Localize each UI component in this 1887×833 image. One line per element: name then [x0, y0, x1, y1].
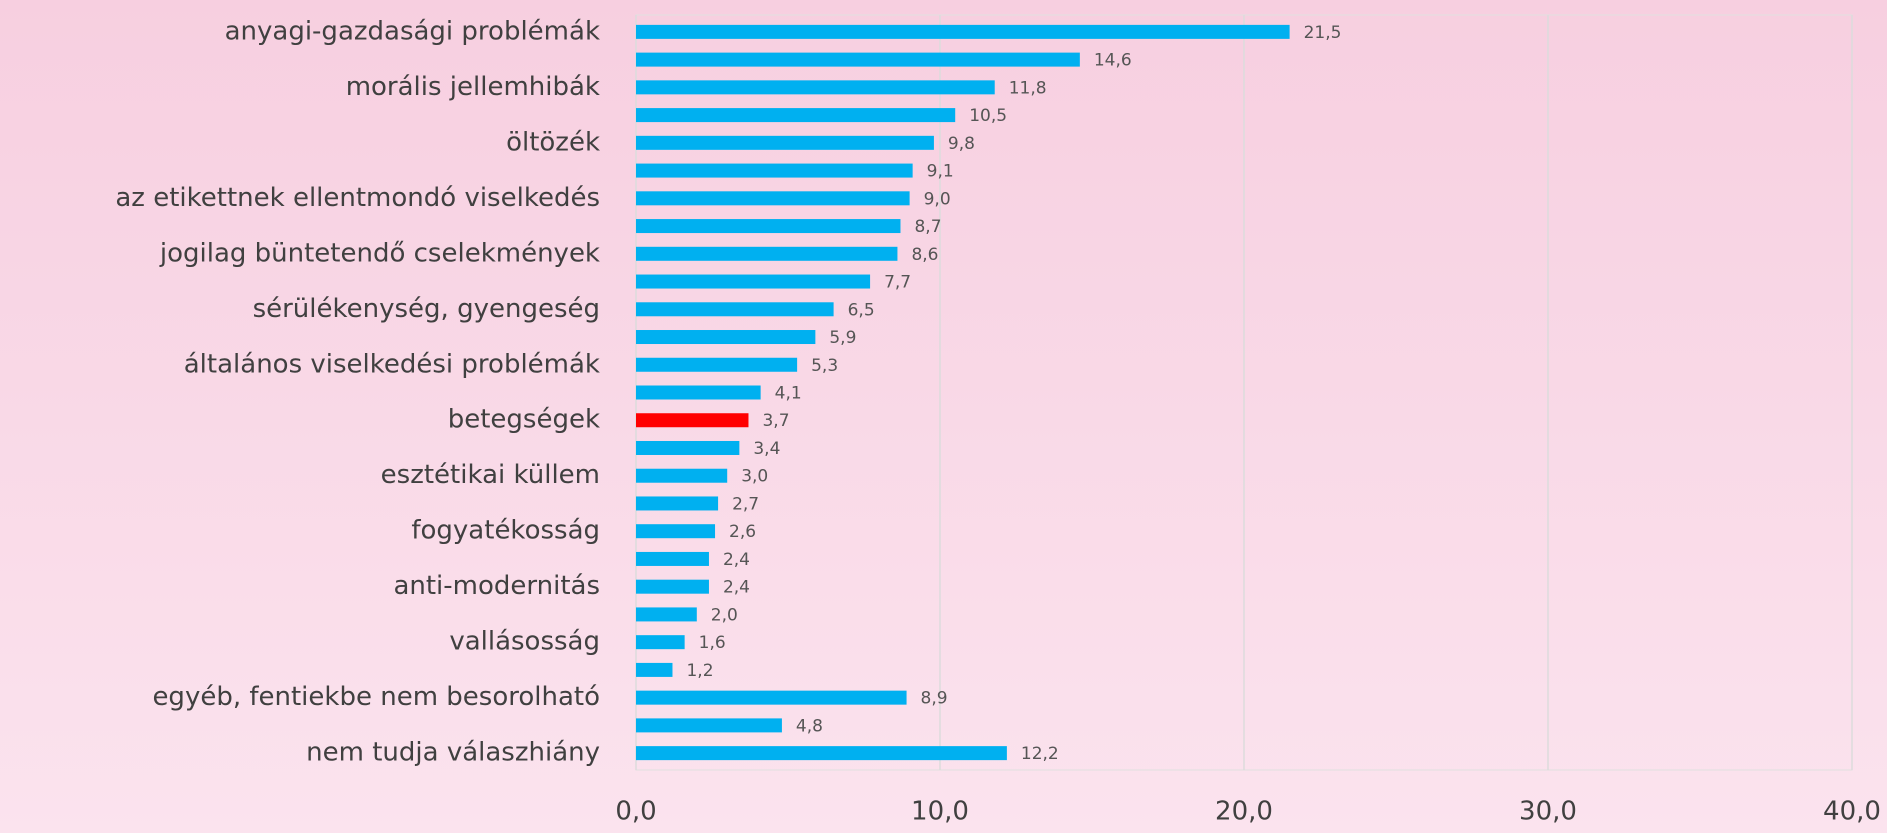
value-label: 21,5 — [1304, 23, 1342, 43]
value-label: 14,6 — [1094, 51, 1132, 71]
value-label: 6,5 — [848, 300, 875, 320]
value-label: 4,1 — [775, 384, 802, 404]
value-label: 3,0 — [741, 467, 768, 487]
value-label: 9,1 — [927, 162, 954, 182]
y-tick-label: betegségek — [448, 405, 600, 435]
bar — [636, 135, 934, 150]
bar — [636, 690, 907, 705]
y-tick-label: az etikettnek ellentmondó viselkedés — [115, 183, 600, 213]
value-label: 11,8 — [1009, 78, 1047, 98]
bar — [636, 163, 913, 178]
y-tick-label: morális jellemhibák — [346, 72, 600, 102]
y-tick-label: anyagi-gazdasági problémák — [225, 16, 600, 46]
bar — [636, 24, 1290, 39]
value-label: 2,4 — [723, 550, 750, 570]
value-label: 10,5 — [969, 106, 1007, 126]
x-tick-label: 20,0 — [1215, 797, 1273, 827]
value-label: 9,8 — [948, 134, 975, 154]
value-label: 5,3 — [811, 356, 838, 376]
x-tick-label: 40,0 — [1823, 797, 1881, 827]
y-tick-label: jogilag büntetendő cselekmények — [159, 238, 600, 268]
bar — [636, 524, 716, 539]
bar — [636, 746, 1007, 761]
bar — [636, 662, 673, 677]
value-label: 2,4 — [723, 578, 750, 598]
bar — [636, 579, 709, 594]
bar — [636, 440, 740, 455]
value-label: 8,6 — [911, 245, 938, 265]
y-tick-label: nem tudja válaszhiány — [306, 738, 600, 768]
bar — [636, 357, 798, 372]
y-tick-label: vallásosság — [449, 627, 600, 657]
value-label: 3,7 — [762, 411, 789, 431]
bar — [636, 468, 728, 483]
bar — [636, 496, 719, 511]
value-label: 4,8 — [796, 716, 823, 736]
value-label: 3,4 — [753, 439, 780, 459]
bar — [636, 191, 910, 206]
value-label: 1,2 — [686, 661, 713, 681]
y-tick-label: esztétikai küllem — [381, 460, 600, 490]
y-tick-label: egyéb, fentiekbe nem besorolható — [152, 682, 600, 712]
value-label: 5,9 — [829, 328, 856, 348]
x-tick-label: 10,0 — [911, 797, 969, 827]
bar — [636, 718, 782, 733]
y-tick-label: fogyatékosság — [411, 516, 600, 546]
x-tick-label: 30,0 — [1519, 797, 1577, 827]
value-label: 1,6 — [699, 633, 726, 653]
bar — [636, 635, 685, 650]
value-label: 8,9 — [921, 689, 948, 709]
value-label: 2,0 — [711, 605, 738, 625]
value-label: 8,7 — [914, 217, 941, 237]
bar — [636, 551, 709, 566]
x-tick-label: 0,0 — [615, 797, 656, 827]
bar — [636, 108, 956, 123]
bar — [636, 246, 898, 261]
bar — [636, 219, 901, 234]
value-label: 2,7 — [732, 494, 759, 514]
bar — [636, 274, 871, 289]
value-label: 2,6 — [729, 522, 756, 542]
bar — [636, 607, 697, 622]
value-label: 12,2 — [1021, 744, 1059, 764]
y-tick-label: öltözék — [506, 127, 600, 157]
bar — [636, 80, 995, 95]
value-label: 7,7 — [884, 273, 911, 293]
bar — [636, 385, 761, 400]
y-tick-label: általános viselkedési problémák — [184, 349, 600, 379]
value-label: 9,0 — [924, 189, 951, 209]
bar — [636, 413, 749, 428]
bar — [636, 302, 834, 317]
bar — [636, 52, 1080, 67]
y-tick-label: anti-modernitás — [393, 571, 600, 601]
y-tick-label: sérülékenység, gyengeség — [253, 294, 600, 324]
bar — [636, 330, 816, 345]
